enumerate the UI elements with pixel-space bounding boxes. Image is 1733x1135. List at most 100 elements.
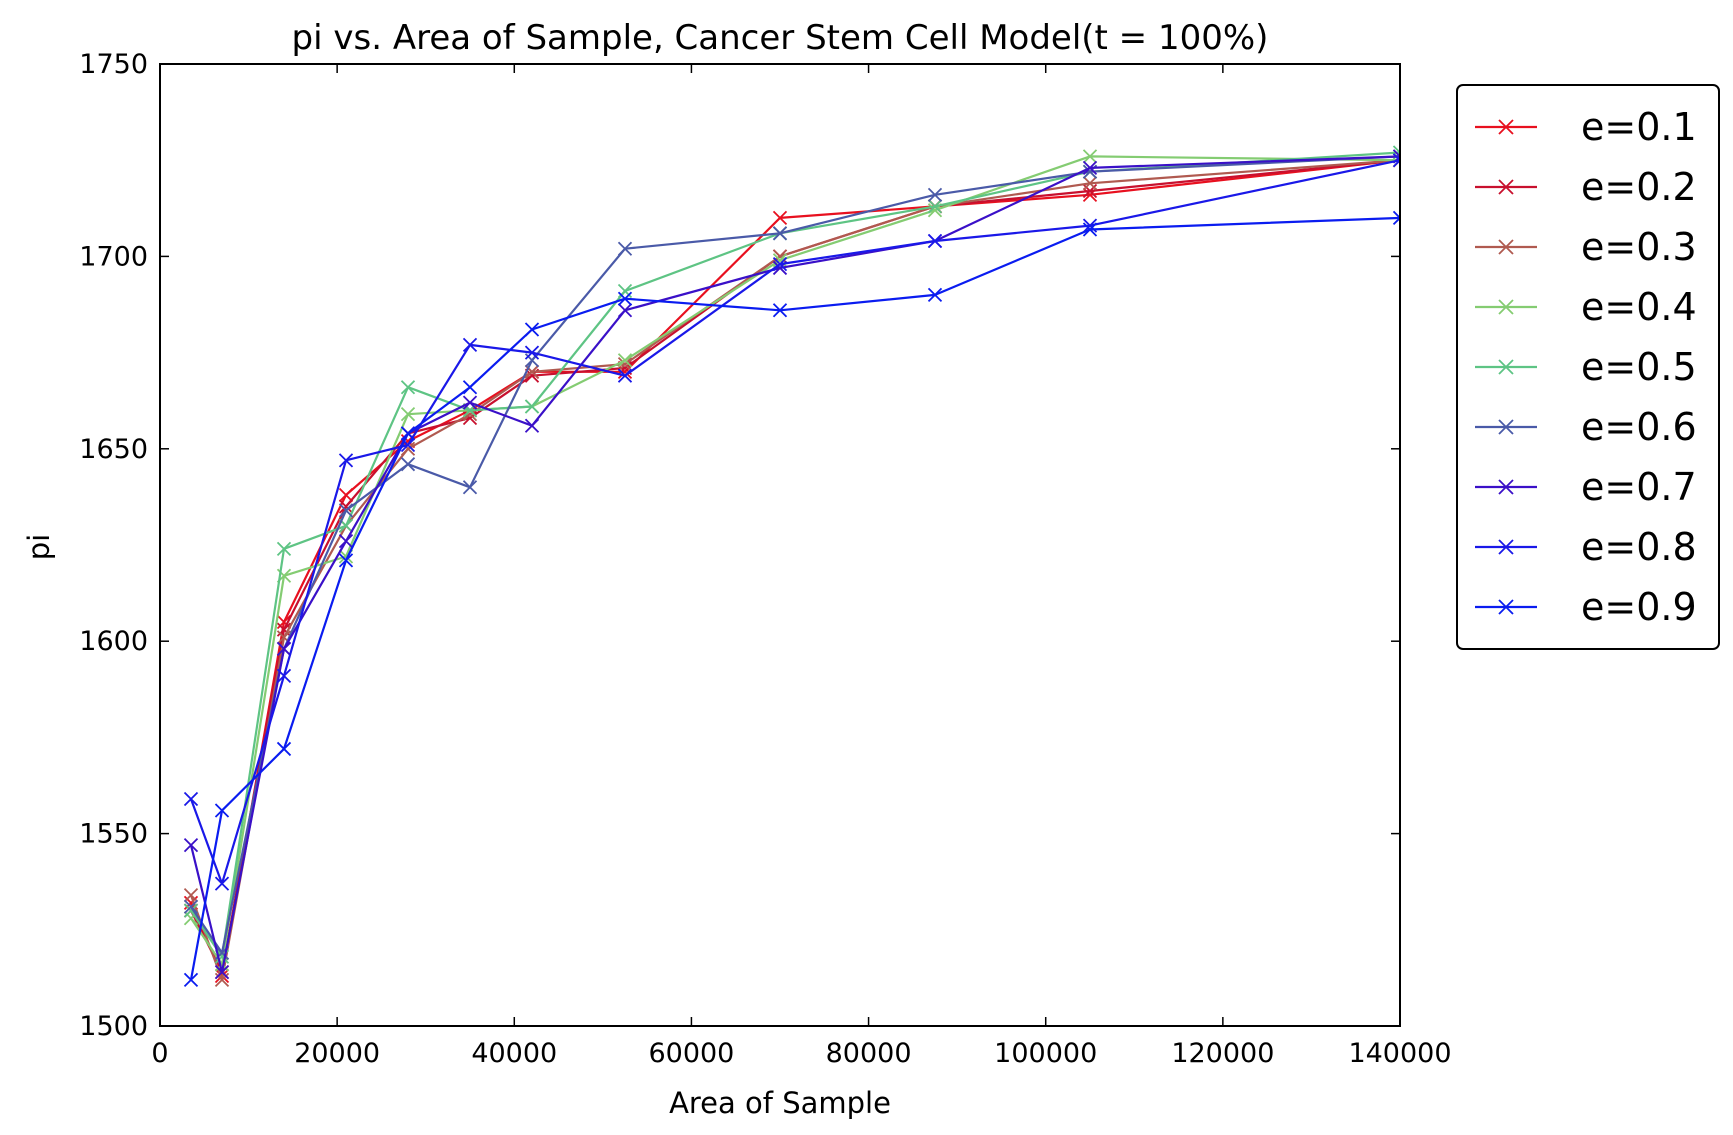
- data-point: [183, 899, 199, 914]
- legend-marker: [1498, 299, 1514, 315]
- data-point: [772, 256, 788, 272]
- series-line: [190, 151, 1400, 958]
- data-point: [1392, 153, 1400, 168]
- data-point: [927, 187, 943, 202]
- data-point: [927, 199, 943, 214]
- data-point: [276, 741, 292, 757]
- x-tick-label: 20000: [294, 1038, 380, 1069]
- data-point: [772, 210, 788, 226]
- data-point: [338, 534, 354, 549]
- legend-entry: e=0.7: [1475, 465, 1697, 509]
- series-line: [189, 155, 1400, 974]
- x-tick-label: 80000: [826, 1038, 912, 1069]
- data-point: [927, 233, 943, 249]
- data-point: [400, 407, 416, 422]
- legend-entry: e=0.4: [1475, 285, 1697, 329]
- legend-marker: [1498, 599, 1514, 615]
- legend-label: e=0.1: [1581, 105, 1697, 149]
- data-point: [772, 226, 788, 241]
- data-point: [617, 357, 633, 372]
- legend-entry: e=0.6: [1475, 405, 1697, 449]
- data-point: [462, 380, 478, 395]
- legend: e=0.1 e=0.2 e=0.3 e=0.4 e=0.5 e=0.6 e=0.7 e=0.8…: [1456, 84, 1720, 650]
- legend-label: e=0.6: [1581, 405, 1697, 449]
- y-tick-label: 1700: [79, 241, 148, 272]
- data-point: [927, 287, 943, 303]
- y-tick-label: 1750: [79, 49, 148, 80]
- data-point: [617, 241, 633, 256]
- data-point: [462, 337, 478, 353]
- x-tick-label: 120000: [1171, 1038, 1274, 1069]
- data-point: [400, 457, 416, 472]
- data-point: [338, 487, 354, 503]
- legend-label: e=0.5: [1581, 345, 1697, 389]
- data-point: [772, 303, 788, 318]
- legend-marker: [1498, 539, 1514, 555]
- data-point: [183, 972, 199, 987]
- legend-marker: [1498, 119, 1514, 135]
- data-point: [276, 641, 292, 657]
- legend-entry: e=0.2: [1475, 165, 1697, 209]
- data-point: [617, 303, 633, 318]
- data-point: [1082, 222, 1098, 237]
- legend-marker: [1498, 419, 1514, 435]
- legend-marker: [1498, 479, 1514, 495]
- data-point: [183, 888, 199, 903]
- data-point: [524, 399, 540, 414]
- y-tick-label: 1600: [79, 626, 148, 657]
- data-point: [276, 668, 292, 683]
- x-tick-label: 140000: [1348, 1038, 1451, 1069]
- data-point: [338, 453, 354, 468]
- x-tick-label: 40000: [471, 1038, 557, 1069]
- data-point: [214, 964, 230, 980]
- data-point: [524, 418, 540, 433]
- data-point: [338, 503, 354, 518]
- x-tick-label: 0: [151, 1038, 168, 1069]
- axes-frame: [159, 63, 1401, 1027]
- data-point: [617, 353, 633, 368]
- legend-entry: e=0.5: [1475, 345, 1697, 389]
- series-group: [183, 145, 1400, 987]
- data-point: [1082, 149, 1098, 164]
- legend-box: [1456, 84, 1720, 650]
- legend-label: e=0.9: [1581, 585, 1697, 629]
- data-point: [276, 541, 292, 556]
- plot-background: [160, 64, 1400, 1026]
- data-point: [617, 291, 633, 306]
- data-point: [338, 499, 354, 514]
- chart-title: pi vs. Area of Sample, Cancer Stem Cell …: [292, 18, 1269, 58]
- series-e=0.9: [183, 210, 1400, 987]
- legend-label: e=0.7: [1581, 465, 1697, 509]
- data-point: [462, 395, 478, 410]
- data-point: [524, 322, 540, 337]
- series-e=0.5: [183, 145, 1400, 964]
- series-line: [189, 216, 1400, 980]
- data-point: [462, 480, 478, 495]
- y-axis-label: pi: [22, 534, 56, 560]
- legend-marker: [1498, 179, 1514, 195]
- data-point: [1082, 176, 1098, 191]
- data-point: [524, 345, 540, 360]
- data-point: [214, 803, 230, 818]
- legend-entry: e=0.9: [1475, 585, 1697, 629]
- data-point: [617, 368, 633, 383]
- data-point: [400, 380, 416, 395]
- x-axis-label: Area of Sample: [669, 1086, 891, 1120]
- x-tick-label: 100000: [994, 1038, 1097, 1069]
- data-point: [1082, 160, 1098, 176]
- plot-area: 0 20000 40000 60000 80000 100000 120000 140000 1…: [79, 49, 1451, 1069]
- y-tick-label: 1650: [79, 434, 148, 465]
- data-point: [183, 838, 199, 853]
- data-point: [214, 876, 230, 891]
- legend-entry: e=0.8: [1475, 525, 1697, 569]
- data-point: [400, 426, 416, 441]
- data-point: [1392, 210, 1400, 226]
- data-point: [338, 553, 354, 568]
- legend-entry: e=0.1: [1475, 105, 1697, 149]
- y-tick-label: 1550: [79, 819, 148, 850]
- legend-label: e=0.3: [1581, 225, 1697, 269]
- data-point: [183, 791, 199, 807]
- y-tick-label: 1500: [79, 1011, 148, 1042]
